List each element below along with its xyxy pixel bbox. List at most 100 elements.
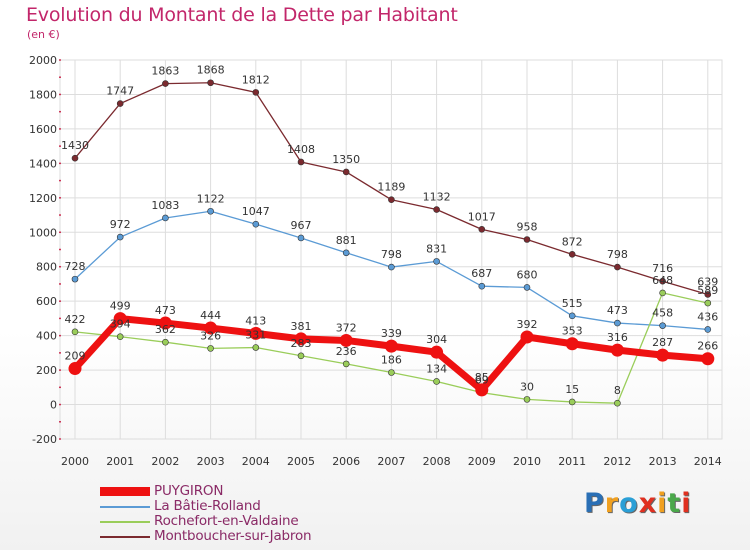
data-point: [388, 369, 395, 376]
data-point: [207, 345, 214, 352]
data-point: [297, 234, 305, 242]
data-point: [388, 263, 395, 271]
logo-letter: i: [657, 488, 668, 519]
legend-label: Montboucher-sur-Jabron: [154, 528, 312, 544]
data-label: 1189: [377, 181, 405, 194]
data-point: [68, 362, 82, 376]
data-point: [339, 333, 353, 347]
logo-letter: t: [667, 488, 682, 519]
x-tick-label: 2014: [694, 455, 722, 468]
data-point: [568, 398, 576, 406]
series-montboucher-sur-jabron: [71, 79, 712, 298]
data-label: 798: [381, 248, 402, 261]
legend-item-la-batie-rolland: La Bâtie-Rolland: [100, 498, 400, 514]
y-tick-label: 200: [36, 364, 57, 377]
data-label: 958: [517, 221, 538, 234]
data-point: [433, 206, 440, 213]
legend-item-montboucher-sur-jabron: Montboucher-sur-Jabron: [100, 528, 400, 544]
data-label: 283: [291, 337, 312, 350]
x-tick-label: 2011: [558, 455, 586, 468]
chart-title: Evolution du Montant de la Dette par Hab…: [26, 4, 458, 26]
data-point: [116, 333, 124, 340]
data-point: [704, 291, 712, 298]
y-tick-label: 1600: [29, 123, 57, 136]
data-label: 326: [200, 329, 221, 342]
data-point: [297, 352, 305, 360]
data-label: 8: [614, 384, 621, 397]
data-label: 1408: [287, 143, 315, 156]
data-label: 716: [652, 262, 673, 275]
y-tick-label: -200: [32, 433, 57, 446]
x-tick-label: 2000: [61, 455, 89, 468]
legend-swatch: [100, 506, 150, 508]
data-label: 1017: [468, 210, 496, 223]
x-tick-label: 2003: [197, 455, 225, 468]
data-point: [207, 79, 214, 87]
y-tick-label: 1400: [29, 157, 57, 170]
y-tick-label: 1000: [29, 226, 57, 239]
data-label: 436: [697, 310, 718, 323]
data-label: 1863: [151, 65, 179, 78]
legend-item-puygiron: PUYGIRON: [100, 483, 400, 499]
data-point: [701, 352, 715, 366]
legend-item-rochefort-en-valdaine: Rochefort-en-Valdaine: [100, 513, 400, 529]
x-tick-label: 2013: [649, 455, 677, 468]
chart-subtitle: (en €): [27, 28, 60, 41]
data-point: [342, 360, 350, 368]
data-label: 316: [607, 331, 628, 344]
data-label: 1868: [197, 64, 225, 77]
y-tick-label: 400: [36, 330, 57, 343]
data-point: [656, 348, 670, 362]
data-point: [659, 289, 666, 297]
legend-label: PUYGIRON: [154, 483, 224, 499]
data-point: [659, 322, 666, 329]
data-point: [294, 332, 308, 346]
logo-letter: r: [604, 488, 620, 519]
y-tick-label: 2000: [29, 54, 57, 67]
data-label: 331: [245, 329, 266, 342]
y-tick-label: 0: [50, 399, 57, 412]
data-point: [71, 275, 79, 283]
data-point: [113, 312, 127, 326]
x-tick-label: 2010: [513, 455, 541, 468]
legend-label: Rochefort-en-Valdaine: [154, 513, 299, 529]
y-tick-label: 600: [36, 295, 57, 308]
data-label: 422: [65, 313, 86, 326]
x-tick-label: 2005: [287, 455, 315, 468]
data-point: [116, 233, 124, 241]
legend-swatch: [100, 521, 150, 523]
data-point: [478, 226, 486, 233]
data-label: 15: [565, 383, 579, 396]
data-point: [158, 316, 172, 330]
legend-swatch: [100, 536, 150, 538]
data-point: [252, 220, 260, 228]
y-tick-label: 800: [36, 261, 57, 274]
data-label: 515: [562, 297, 583, 310]
logo-letter: P: [584, 488, 605, 519]
data-label: 209: [65, 350, 86, 363]
data-point: [520, 330, 534, 344]
x-tick-label: 2009: [468, 455, 496, 468]
data-point: [252, 344, 260, 351]
data-label: 499: [110, 300, 131, 313]
data-label: 362: [155, 323, 176, 336]
data-label: 972: [110, 218, 131, 231]
data-label: 186: [381, 354, 402, 367]
data-point: [342, 249, 350, 257]
series-la-batie-rolland: [71, 207, 712, 333]
series-group: [68, 79, 715, 407]
data-label: 1132: [423, 191, 451, 204]
data-point: [568, 312, 576, 320]
x-tick-label: 2012: [603, 455, 631, 468]
data-point: [252, 89, 260, 96]
logo-letter: x: [638, 488, 658, 519]
data-label: 339: [381, 327, 402, 340]
data-point: [430, 345, 444, 359]
data-point: [71, 328, 79, 336]
data-label: 287: [652, 336, 673, 349]
data-point: [704, 299, 712, 307]
data-label: 1083: [151, 199, 179, 212]
